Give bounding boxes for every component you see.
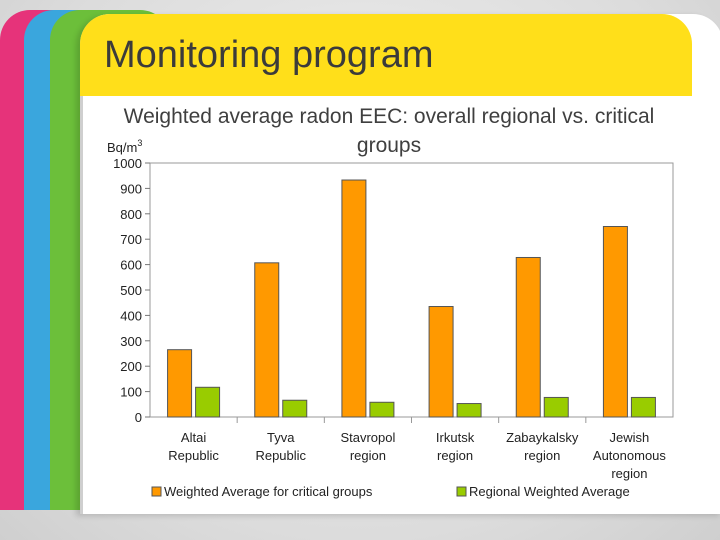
plot-area [149, 162, 674, 418]
bar-critical-groups [428, 306, 454, 418]
bar-critical-groups [254, 262, 280, 418]
x-category-label: Tyva Republic [255, 430, 306, 463]
bar-critical-groups [515, 256, 541, 418]
x-category-label: Irkutsk region [436, 430, 475, 463]
legend-swatch-regional-average [456, 486, 467, 497]
x-category-label: Zabaykalsky region [506, 430, 579, 463]
bar-critical-groups [602, 226, 628, 418]
legend-label-critical-groups: Weighted Average for critical groups [164, 484, 373, 499]
y-tick-label: 0 [135, 410, 142, 425]
bar-regional-average [543, 396, 569, 418]
y-tick-label: 200 [120, 359, 142, 374]
title-bar [80, 14, 692, 96]
y-tick-label: 1000 [113, 156, 142, 171]
bar-regional-average [282, 399, 308, 418]
bar-regional-average [369, 401, 395, 418]
y-tick-label: 700 [120, 232, 142, 247]
legend-label-regional-average: Regional Weighted Average [469, 484, 630, 499]
slide-title: Monitoring program [104, 34, 434, 76]
y-tick-label: 800 [120, 207, 142, 222]
bar-regional-average [630, 396, 656, 418]
y-tick-label: 400 [120, 308, 142, 323]
bar-regional-average [195, 386, 221, 418]
x-category-label: Jewish Autonomous region [593, 430, 666, 481]
y-axis-label: Bq/m3 [107, 138, 142, 155]
y-tick-label: 300 [120, 334, 142, 349]
x-category-label: Stavropol region [340, 430, 395, 463]
y-tick-label: 100 [120, 385, 142, 400]
bar-critical-groups [167, 349, 193, 418]
y-tick-label: 900 [120, 181, 142, 196]
y-tick-label: 600 [120, 258, 142, 273]
legend-swatch-critical-groups [151, 486, 162, 497]
chart-title: Weighted average radon EEC: overall regi… [123, 105, 655, 157]
x-category-label: Altai Republic [168, 430, 219, 463]
y-tick-label: 500 [120, 283, 142, 298]
bar-critical-groups [341, 179, 367, 418]
bar-regional-average [456, 403, 482, 418]
